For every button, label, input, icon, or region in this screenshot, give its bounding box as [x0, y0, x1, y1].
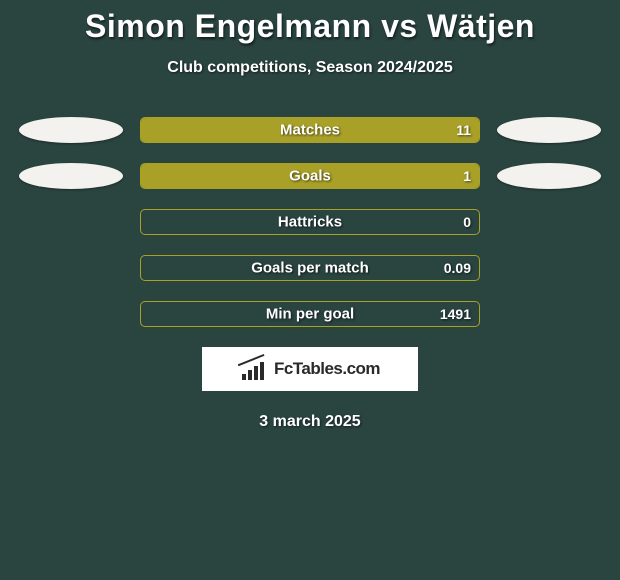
date-label: 3 march 2025: [0, 413, 620, 431]
stat-row: Goals per match 0.09: [0, 255, 620, 281]
player-avatar-placeholder: [497, 163, 601, 189]
stat-bar-track: Goals per match 0.09: [140, 255, 480, 281]
subtitle: Club competitions, Season 2024/2025: [0, 59, 620, 77]
stat-label: Goals: [289, 168, 331, 185]
stat-value: 0.09: [444, 260, 471, 276]
stat-row: Hattricks 0: [0, 209, 620, 235]
stat-row: Matches 11: [0, 117, 620, 143]
stat-value: 1: [463, 168, 471, 184]
page-title: Simon Engelmann vs Wätjen: [0, 8, 620, 45]
stat-bars-region: Matches 11 Goals 1 Hattricks 0 Goals per match…: [0, 117, 620, 327]
stat-label: Min per goal: [266, 306, 354, 323]
stat-bar-track: Matches 11: [140, 117, 480, 143]
stat-value: 1491: [440, 306, 471, 322]
stat-label: Goals per match: [251, 260, 369, 277]
source-logo: FcTables.com: [202, 347, 418, 391]
stat-bar-track: Hattricks 0: [140, 209, 480, 235]
left-avatar-slot: [16, 163, 126, 189]
stat-value: 11: [456, 122, 471, 138]
right-avatar-slot: [494, 117, 604, 143]
bar-chart-icon: [240, 358, 268, 380]
stat-row: Min per goal 1491: [0, 301, 620, 327]
comparison-infographic: Simon Engelmann vs Wätjen Club competiti…: [0, 0, 620, 431]
stat-bar-track: Goals 1: [140, 163, 480, 189]
player-avatar-placeholder: [19, 163, 123, 189]
player-avatar-placeholder: [19, 117, 123, 143]
logo-text: FcTables.com: [274, 359, 380, 379]
stat-row: Goals 1: [0, 163, 620, 189]
stat-label: Matches: [280, 122, 340, 139]
player-avatar-placeholder: [497, 117, 601, 143]
left-avatar-slot: [16, 117, 126, 143]
right-avatar-slot: [494, 163, 604, 189]
stat-label: Hattricks: [278, 214, 342, 231]
stat-value: 0: [463, 214, 471, 230]
stat-bar-track: Min per goal 1491: [140, 301, 480, 327]
